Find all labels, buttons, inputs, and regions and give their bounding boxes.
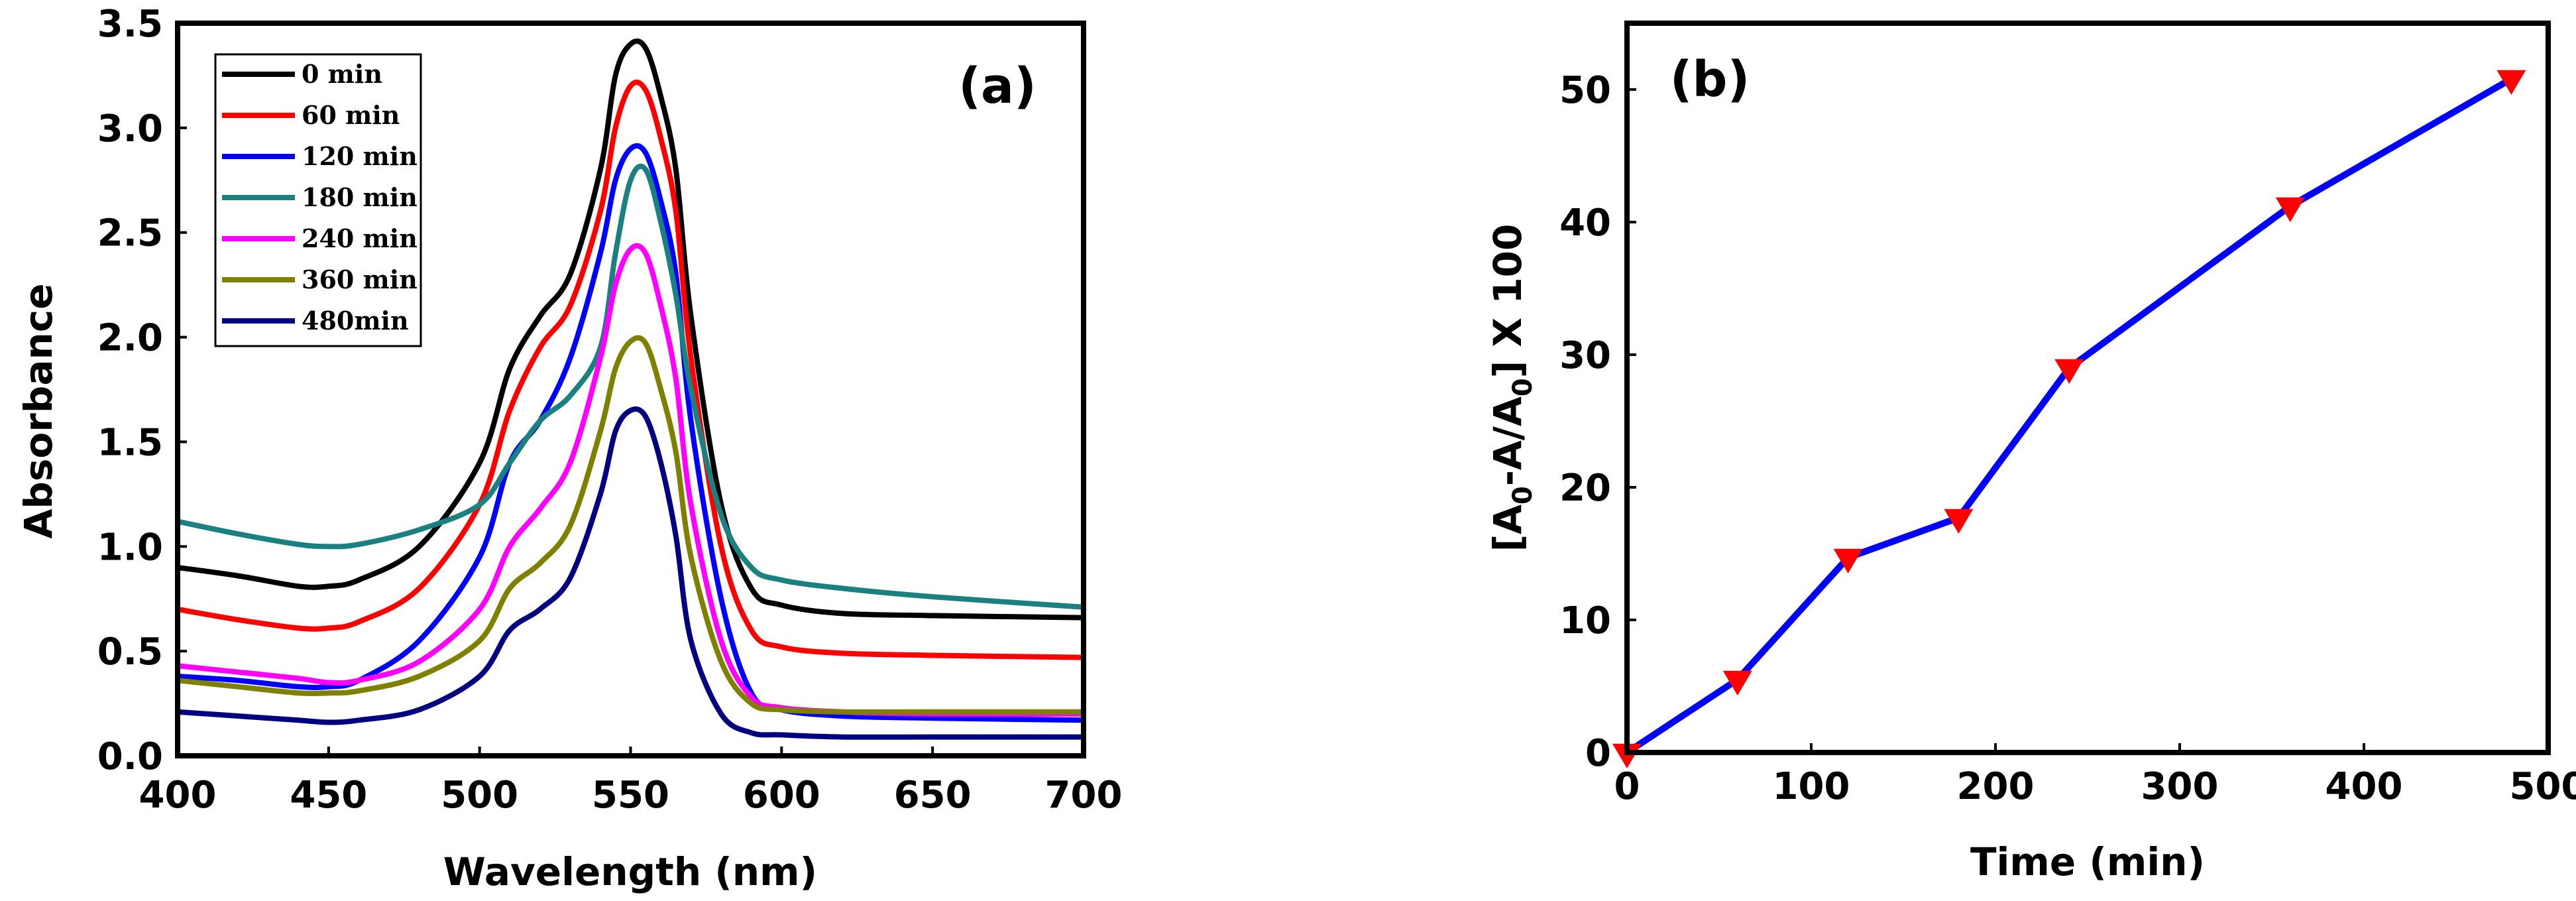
panel-a-y-axis-title: Absorbance: [16, 283, 61, 538]
panel-b-y-title-part-2: -A/A: [1485, 396, 1530, 486]
panel-a-legend: 0 min 60 min 120 min 180 min 240 min 360 min 4…: [214, 53, 422, 347]
panel-a: 400 450 500 550 600 650 700 0.0 0.5 1.0 1.5 2.0 2.5…: [16, 3, 1122, 894]
panel-b-data-point-3: [1944, 509, 1974, 534]
panel-a-y-tick-label-2: 1.0: [97, 526, 163, 569]
panel-a-y-tick-label-0: 0.0: [97, 735, 163, 778]
panel-b-label: (b): [1670, 51, 1750, 108]
panel-b-y-axis-title: [A0-A/A0] X 100: [1485, 224, 1538, 552]
panel-b-y-tick-label-5: 50: [1559, 69, 1611, 112]
panel-a-x-tick-label-0: 400: [139, 774, 217, 817]
panel-a-x-tick-label-3: 550: [592, 774, 669, 817]
panel-a-x-tick-label-5: 650: [894, 774, 972, 817]
panel-b-series-group: [1612, 70, 2526, 768]
panel-b-series-line-0: [1624, 76, 2515, 756]
panel-a-legend-label-3: 180 min: [302, 182, 418, 212]
panel-b-y-title-sub-1: 0: [1508, 486, 1538, 505]
panel-a-series-line-3: [175, 163, 1086, 610]
panel-a-legend-label-1: 60 min: [302, 100, 400, 130]
panel-b-data-point-1: [1722, 670, 1752, 695]
panel-a-legend-label-4: 240 min: [302, 223, 418, 253]
panel-b-x-tick-label-5: 500: [2510, 765, 2576, 808]
panel-b-x-tick-label-2: 200: [1957, 765, 2035, 808]
panel-a-series-line-6: [175, 406, 1086, 740]
panel-b-data-point-2: [1833, 548, 1863, 573]
panel-a-y-tick-label-6: 3.0: [97, 107, 163, 150]
panel-a-y-tick-label-7: 3.5: [97, 3, 163, 46]
panel-b-data-point-5: [2275, 197, 2305, 222]
panel-b-y-tick-label-3: 30: [1559, 334, 1611, 377]
panel-a-series-group: [175, 38, 1086, 740]
panel-b-x-tick-label-3: 300: [2141, 765, 2219, 808]
panel-a-y-ticks: 0.0 0.5 1.0 1.5 2.0 2.5 3.0 3.5: [97, 3, 187, 778]
panel-a-x-tick-label-6: 700: [1045, 774, 1123, 817]
panel-a-y-tick-label-1: 0.5: [97, 631, 163, 674]
panel-a-label: (a): [958, 58, 1036, 115]
panel-b-y-ticks: 0 10 20 30 40 50: [1559, 69, 1636, 775]
panel-b-y-title-part-3: ] X 100: [1485, 224, 1530, 379]
panel-a-legend-label-0: 0 min: [302, 59, 382, 89]
panel-b-x-ticks: 0 100 200 300 400 500: [1614, 743, 2576, 808]
panel-b-data-point-6: [2496, 70, 2526, 95]
panel-a-y-tick-label-3: 1.5: [97, 421, 163, 464]
panel-a-x-tick-label-4: 600: [743, 774, 820, 817]
panel-a-series-line-5: [175, 335, 1086, 715]
panel-b-x-axis-title: Time (min): [1970, 839, 2205, 884]
panel-a-legend-label-5: 360 min: [302, 265, 418, 294]
panel-a-y-tick-label-4: 2.0: [97, 317, 163, 360]
panel-b-y-tick-label-1: 10: [1559, 599, 1611, 642]
panel-b-y-title-part-1: [A: [1485, 505, 1530, 552]
panel-b-y-tick-label-2: 20: [1559, 467, 1611, 510]
panel-b-x-tick-label-0: 0: [1614, 765, 1640, 808]
panel-a-y-tick-label-5: 2.5: [97, 212, 163, 255]
panel-a-series-line-0: [175, 38, 1086, 621]
panel-a-legend-label-6: 480min: [302, 306, 409, 335]
panel-b-x-tick-label-4: 400: [2325, 765, 2403, 808]
panel-a-series-line-1: [175, 80, 1086, 660]
panel-b-plot-frame: [1624, 21, 2551, 755]
panel-b: 0 100 200 300 400 500 0 10 20 30 40 50 (b) Time (m…: [1485, 21, 2576, 884]
panel-b-data-point-4: [2054, 359, 2084, 384]
panel-a-legend-label-2: 120 min: [302, 141, 418, 171]
panel-a-x-ticks: 400 450 500 550 600 650 700: [139, 747, 1123, 817]
panel-a-x-tick-label-2: 500: [441, 774, 518, 817]
panel-b-y-title-sub-2: 0: [1508, 378, 1538, 396]
panel-b-y-tick-label-0: 0: [1585, 732, 1611, 775]
panel-a-x-tick-label-1: 450: [290, 774, 367, 817]
panel-b-x-tick-label-1: 100: [1773, 765, 1850, 808]
panel-a-x-axis-title: Wavelength (nm): [443, 849, 817, 894]
panel-b-y-tick-label-4: 40: [1559, 202, 1611, 245]
